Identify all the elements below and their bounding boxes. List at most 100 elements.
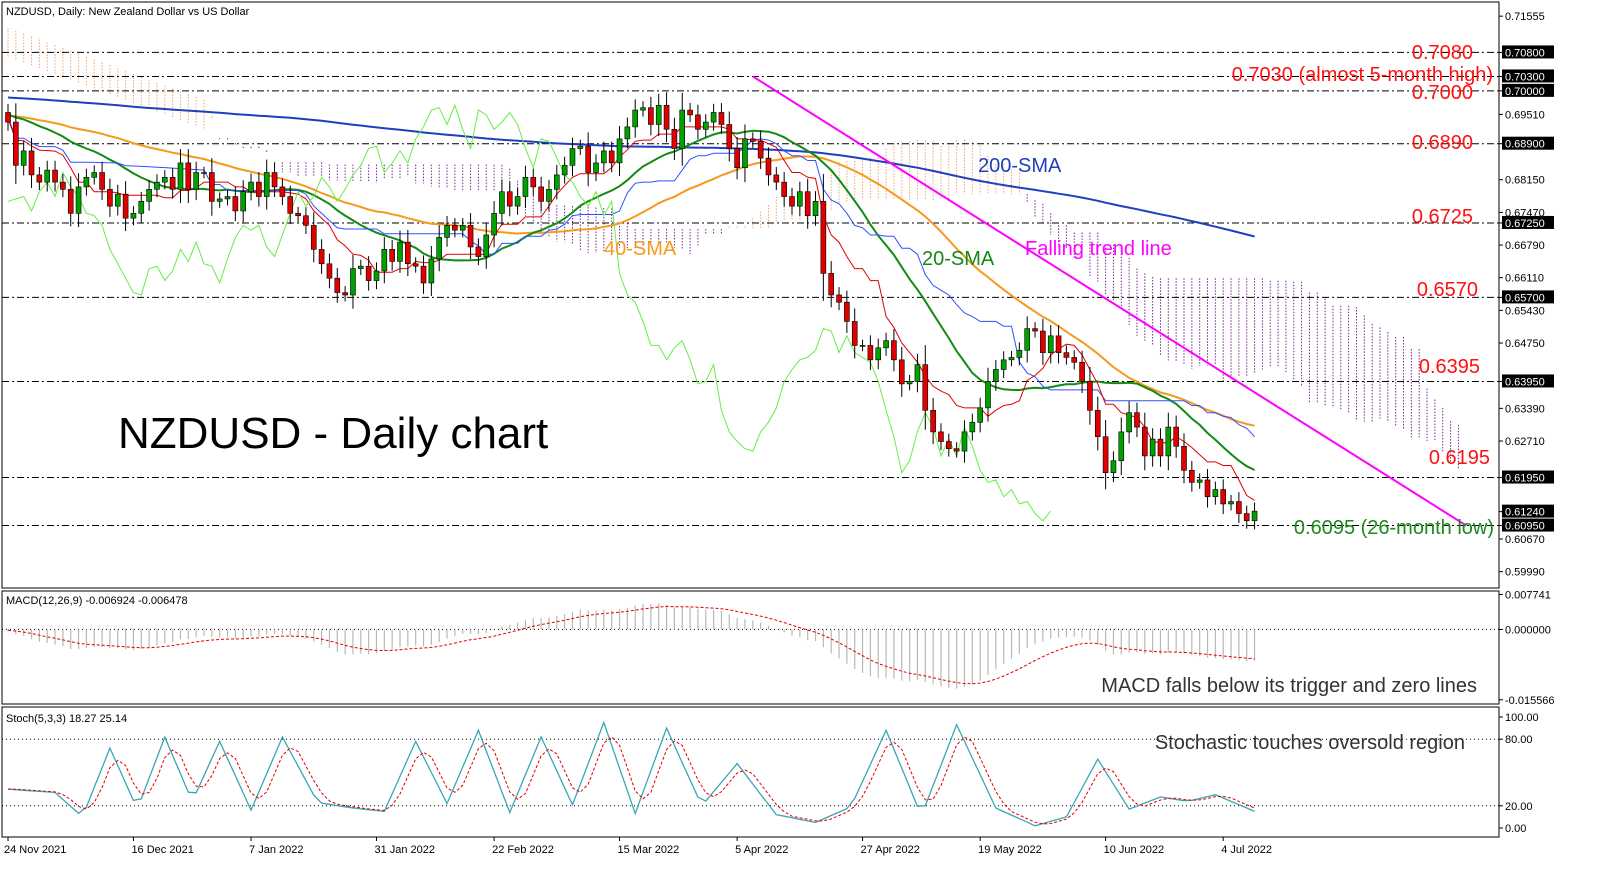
candle-body (765, 157, 772, 176)
stochastic-annotation: Stochastic touches oversold region (1155, 732, 1465, 754)
price-label-box (1502, 83, 1554, 97)
candle-body (342, 292, 348, 296)
candle-body (616, 138, 623, 164)
candle-body (310, 225, 317, 250)
candle-body (561, 165, 568, 176)
candle-body (326, 263, 333, 279)
price-tick-label: 0.61240 (1505, 507, 1545, 519)
candle-body (1063, 352, 1070, 358)
time-tick-label: 7 Jan 2022 (249, 844, 303, 856)
candle-body (60, 181, 66, 190)
price-tick-label: 0.71555 (1505, 11, 1545, 23)
candle-body (945, 441, 952, 450)
macd-plot (2, 603, 1499, 689)
price-tick-label: 0.70300 (1505, 71, 1545, 83)
candle-body (844, 301, 850, 322)
level-label-7: 0.6195 (1429, 447, 1490, 469)
price-tick-label: 0.62710 (1505, 436, 1545, 448)
candle-body (28, 150, 35, 176)
price-label-box (1502, 290, 1554, 304)
candle-body (553, 174, 560, 190)
price-panel-frame (1, 1, 1500, 589)
time-tick-label: 22 Feb 2022 (492, 844, 554, 856)
candle-body (938, 431, 944, 442)
candle-body (961, 431, 968, 452)
candle-body (898, 359, 905, 385)
candle-body (13, 121, 19, 166)
candle-body (977, 407, 983, 423)
price-label-box (1502, 504, 1554, 518)
macd-tick-label: 0.007741 (1505, 589, 1551, 601)
candle-body (397, 241, 403, 262)
candle-body (412, 263, 419, 267)
candle-body (773, 174, 780, 183)
candle-body (303, 215, 309, 226)
candle-body (1173, 426, 1179, 447)
candle-body (1243, 513, 1250, 522)
macd-label: MACD(12,26,9) -0.006924 -0.006478 (6, 595, 188, 607)
price-label-box (1502, 69, 1554, 83)
candle-body (985, 381, 991, 409)
price-tick-label: 0.64750 (1505, 338, 1545, 350)
candle-body (428, 258, 435, 284)
candle-body (91, 172, 98, 178)
candle-body (993, 369, 999, 382)
candle-body (569, 148, 576, 166)
macd-tick-label: -0.015566 (1505, 695, 1555, 707)
price-tick-label: 0.60950 (1505, 521, 1545, 533)
candle-body (209, 172, 215, 202)
candle-body (436, 237, 443, 260)
stoch-tick-label: 0.00 (1505, 823, 1526, 835)
candle-body (1181, 446, 1187, 471)
candle-body (405, 241, 411, 265)
candle-body (1079, 361, 1085, 382)
candle-body (593, 162, 599, 173)
candle-body (1032, 328, 1038, 332)
candle-body (883, 340, 889, 349)
price-tick-label: 0.63390 (1505, 403, 1545, 415)
sma40-line (7, 114, 1255, 427)
candle-body (702, 121, 709, 130)
candle-body (365, 265, 372, 281)
stochastic-panel-frame (1, 706, 1500, 838)
price-tick-label: 0.63950 (1505, 376, 1545, 388)
candle-body (357, 265, 364, 269)
stoch-tick-label: 20.00 (1505, 801, 1533, 813)
candle-body (1118, 431, 1125, 462)
candle-body (467, 225, 474, 248)
candle-body (350, 268, 356, 296)
candle-body (671, 128, 678, 149)
candle-body (1149, 438, 1156, 457)
candle-body (36, 174, 43, 183)
price-tick-label: 0.67250 (1505, 218, 1545, 230)
candle-body (1126, 412, 1132, 433)
candle-body (1220, 489, 1226, 505)
price-label-box (1502, 215, 1554, 229)
candle-body (114, 193, 121, 207)
candle-body (718, 112, 725, 125)
stoch-signal-line (7, 736, 1255, 825)
candle-body (812, 201, 819, 217)
candle-body (122, 193, 129, 219)
candle-body (452, 225, 458, 231)
time-tick-label: 24 Nov 2021 (4, 844, 66, 856)
candle-body (1008, 357, 1015, 361)
sma40-label: 40-SMA (604, 238, 677, 260)
candle-body (1000, 359, 1007, 370)
candle-body (318, 249, 325, 265)
candle-body (287, 196, 294, 214)
candle-body (1040, 330, 1046, 353)
candle-body (263, 172, 270, 197)
candle-body (781, 181, 787, 197)
candle-body (914, 364, 921, 382)
chikou-line (7, 103, 1052, 522)
candle-body (851, 321, 858, 346)
candle-body (734, 148, 740, 169)
candle-body (1094, 409, 1101, 437)
candle-body (601, 150, 607, 164)
trendline-group (752, 75, 1467, 527)
candle-body (1055, 335, 1062, 353)
candle-body (820, 201, 827, 274)
candle-body (334, 277, 341, 293)
candle-body (867, 345, 874, 361)
